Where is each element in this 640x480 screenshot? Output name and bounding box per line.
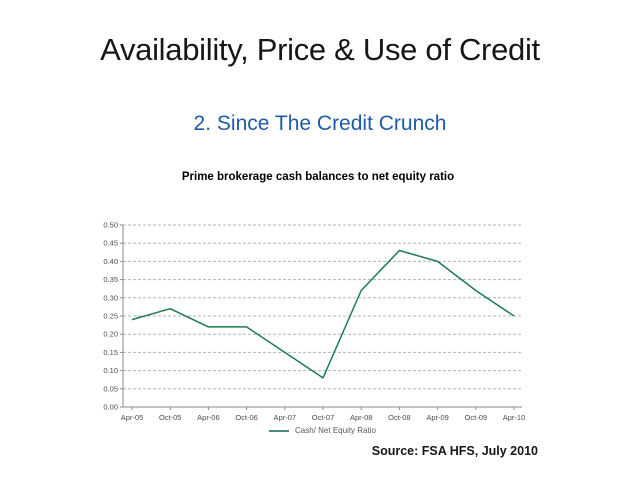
- x-tick-label: Oct-06: [235, 413, 258, 422]
- chart-title: Prime brokerage cash balances to net equ…: [181, 171, 455, 183]
- x-tick-label: Apr-09: [426, 413, 449, 422]
- y-tick-label: 0.05: [103, 384, 118, 393]
- y-tick-label: 0.45: [103, 239, 118, 248]
- legend: Cash/ Net Equity Ratio: [123, 426, 522, 435]
- x-tick-label: Apr-08: [350, 413, 373, 422]
- x-tick-label: Oct-08: [388, 413, 411, 422]
- y-tick-label: 0.00: [103, 403, 118, 412]
- x-tick-label: Oct-09: [465, 413, 488, 422]
- x-tick-label: Oct-07: [312, 413, 335, 422]
- x-tick-label: Apr-07: [274, 413, 297, 422]
- x-tick-label: Apr-06: [197, 413, 220, 422]
- slide-title: Availability, Price & Use of Credit: [100, 32, 540, 67]
- legend-line-swatch: [269, 429, 290, 432]
- y-tick-label: 0.25: [103, 312, 118, 321]
- chart-canvas: 0.00 0.05 0.10 0.15 0.20 0.25 0.30 0.35 0.40 0.45…: [103, 221, 526, 423]
- y-tick-label: 0.40: [103, 257, 118, 266]
- y-tick-label: 0.35: [103, 275, 118, 284]
- y-tick-label: 0.10: [103, 366, 118, 375]
- x-tick-label: Oct-05: [159, 413, 182, 422]
- y-tick-label: 0.30: [103, 293, 118, 302]
- source-note: Source: FSA HFS, July 2010: [371, 444, 538, 458]
- y-tick-label: 0.15: [103, 348, 118, 357]
- x-tick-label: Apr-05: [121, 413, 144, 422]
- x-tick-label: Apr-10: [503, 413, 526, 422]
- legend-label: Cash/ Net Equity Ratio: [295, 426, 376, 435]
- y-tick-label: 0.50: [103, 221, 118, 230]
- y-tick-label: 0.20: [103, 330, 118, 339]
- series-line: [131, 249, 515, 379]
- slide-subtitle: 2. Since The Credit Crunch: [193, 112, 447, 135]
